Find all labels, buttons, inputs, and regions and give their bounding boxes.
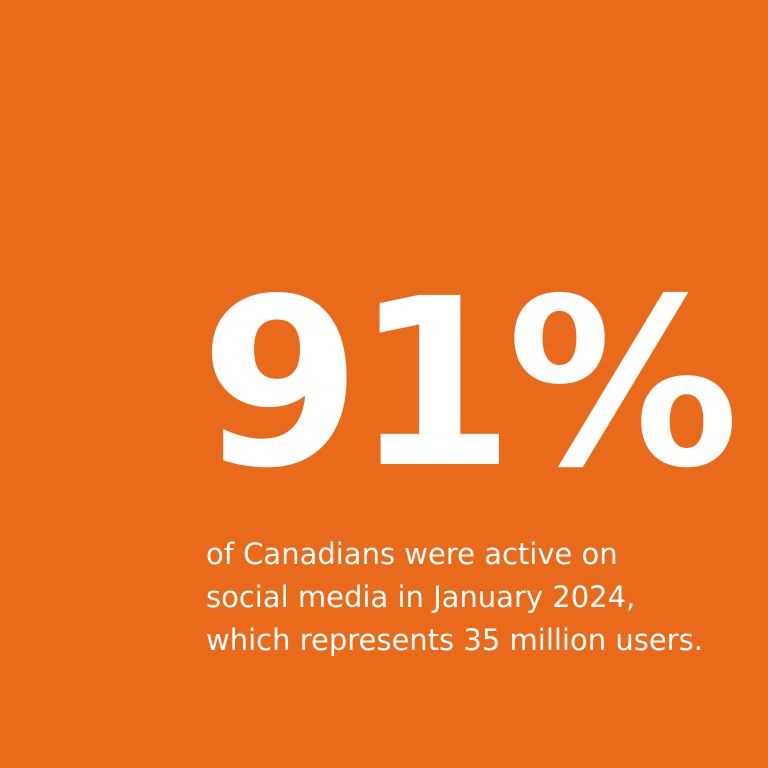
caption-line-1: of Canadians were active on bbox=[206, 537, 618, 571]
caption-line-2: social media in January 2024, bbox=[206, 580, 636, 614]
headline-statistic: 91% bbox=[200, 249, 739, 519]
statistic-caption: of Canadians were active on social media… bbox=[206, 533, 751, 662]
caption-line-3: which represents 35 million users. bbox=[206, 623, 703, 657]
